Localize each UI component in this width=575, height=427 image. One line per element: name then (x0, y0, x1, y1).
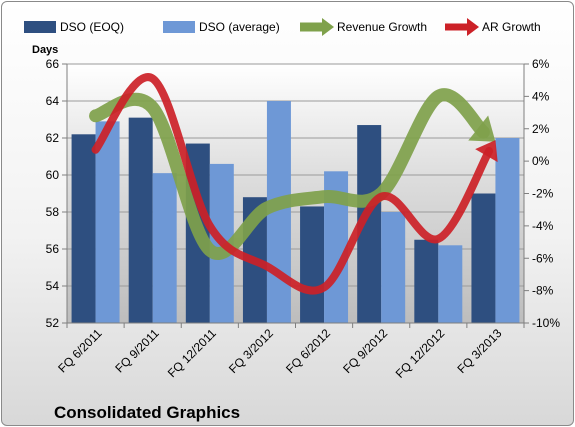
bar-dso-eoq (300, 206, 325, 323)
legend-arrow-icon (467, 18, 479, 36)
left-tick-label: 64 (46, 94, 60, 108)
left-tick-label: 56 (46, 242, 60, 256)
right-tick-label: 4% (532, 89, 550, 103)
right-tick-label: -6% (532, 251, 554, 265)
bar-dso-average (438, 245, 463, 323)
bar-dso-average (95, 121, 120, 323)
legend-swatch (163, 21, 195, 33)
bar-dso-average (152, 173, 177, 323)
right-tick-label: -4% (532, 219, 554, 233)
legend-label: AR Growth (482, 20, 541, 34)
left-tick-label: 62 (46, 131, 60, 145)
ar-growth-line (91, 73, 494, 295)
bar-dso-eoq (471, 193, 496, 323)
left-tick-label: 54 (46, 279, 60, 293)
x-tick-label: FQ 6/2012 (283, 326, 333, 376)
right-tick-label: 2% (532, 122, 550, 136)
left-tick-label: 66 (46, 57, 60, 71)
y-axis-title: Days (32, 44, 58, 56)
bar-dso-average (381, 212, 406, 323)
revenue-growth-line (89, 88, 490, 260)
x-tick-label: FQ 3/2013 (455, 326, 505, 376)
x-tick-label: FQ 12/2011 (165, 326, 219, 380)
x-tick-label: FQ 3/2012 (226, 326, 276, 376)
right-tick-label: 6% (532, 57, 550, 71)
bar-dso-average (495, 138, 520, 323)
right-tick-label: 0% (532, 154, 550, 168)
legend-arrow-icon (322, 18, 334, 36)
right-tick-label: -8% (532, 284, 554, 298)
x-tick-label: FQ 9/2011 (112, 326, 162, 376)
bar-dso-eoq (128, 117, 153, 324)
legend-swatch (24, 21, 56, 33)
bar-dso-eoq (71, 134, 96, 323)
x-tick-label: FQ 6/2011 (55, 326, 105, 376)
ar-growth-arrowhead (475, 140, 498, 163)
legend-label: DSO (average) (199, 20, 280, 34)
left-tick-label: 58 (46, 205, 60, 219)
legend-label: Revenue Growth (337, 20, 427, 34)
x-tick-label: FQ 9/2012 (340, 326, 390, 376)
legend-label: DSO (EOQ) (60, 20, 124, 34)
left-tick-label: 52 (46, 316, 60, 330)
right-tick-label: -2% (532, 187, 554, 201)
right-tick-label: -10% (532, 316, 560, 330)
bar-dso-eoq (414, 239, 439, 323)
bar-dso-eoq (357, 125, 382, 323)
chart-title: Consolidated Graphics (54, 403, 240, 422)
left-tick-label: 60 (46, 168, 60, 182)
x-tick-label: FQ 12/2012 (393, 326, 448, 381)
revenue-growth-arrowhead (468, 115, 496, 142)
